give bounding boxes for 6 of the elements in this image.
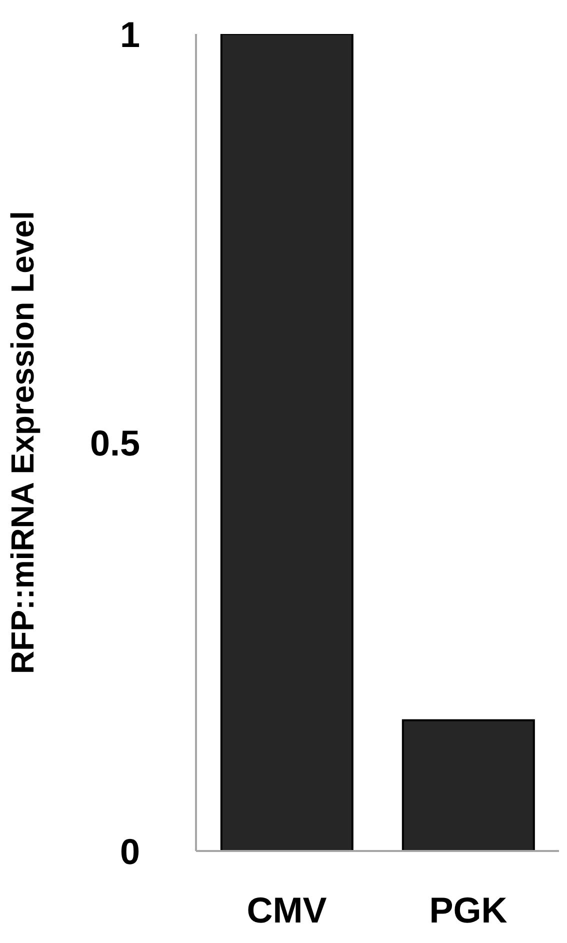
y-axis-title: RFP::miRNA Expression Level xyxy=(4,211,40,674)
y-tick-label: 1 xyxy=(120,14,140,55)
y-tick-label: 0.5 xyxy=(90,422,140,464)
y-tick-label: 0 xyxy=(120,830,140,872)
x-tick-label: CMV xyxy=(246,890,327,931)
x-tick-label: PGK xyxy=(429,890,508,931)
